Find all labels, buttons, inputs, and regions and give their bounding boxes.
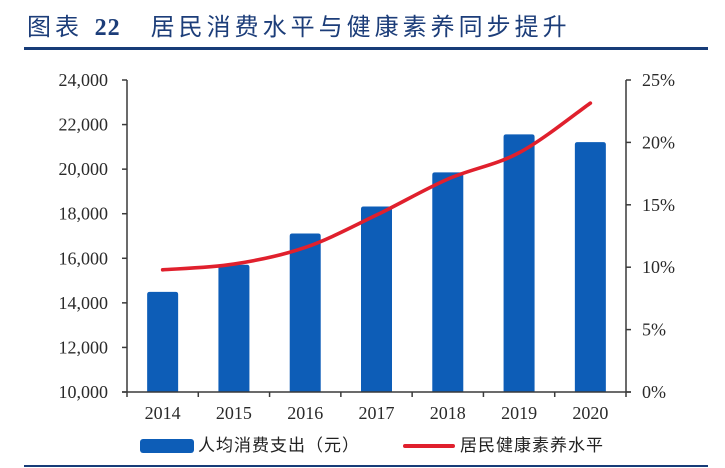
right-y-tick-label: 25% <box>642 70 675 90</box>
left-y-tick-label: 22,000 <box>59 115 109 135</box>
bar-2020 <box>574 142 606 392</box>
bar-2016 <box>289 233 321 392</box>
bar-2017 <box>361 206 392 392</box>
legend-line-swatch <box>403 444 455 448</box>
legend-label-consumption: 人均消费支出（元） <box>198 436 360 456</box>
right-y-tick-label: 15% <box>642 195 675 215</box>
x-tick-label: 2018 <box>430 403 466 423</box>
bottom-divider <box>24 465 708 467</box>
x-tick-label: 2017 <box>359 403 395 423</box>
x-tick-label: 2019 <box>501 403 537 423</box>
legend-item-consumption: 人均消费支出（元） <box>140 434 360 458</box>
chart-legend: 人均消费支出（元） 居民健康素养水平 <box>0 434 725 458</box>
bar-series <box>147 134 606 393</box>
legend-label-health-literacy: 居民健康素养水平 <box>460 436 604 456</box>
legend-item-health-literacy: 居民健康素养水平 <box>403 434 604 458</box>
health-literacy-line <box>160 101 593 272</box>
title-divider <box>24 47 708 50</box>
x-tick-label: 2015 <box>216 403 252 423</box>
figure-header: 图表 22 居民消费水平与健康素养同步提升 <box>27 11 571 43</box>
bar-2014 <box>147 291 179 392</box>
legend-bar-swatch <box>140 439 194 453</box>
right-y-tick-label: 0% <box>642 382 666 402</box>
x-tick-label: 2016 <box>287 403 323 423</box>
axes: 10,000 12,000 14,000 16,000 18,000 20,000 22,0… <box>59 70 676 423</box>
left-y-tick-label: 24,000 <box>59 70 109 90</box>
bar-2018 <box>432 172 464 392</box>
x-tick-label: 2014 <box>145 403 181 423</box>
left-y-tick-label: 14,000 <box>59 293 109 313</box>
left-y-tick-label: 20,000 <box>59 159 109 179</box>
figure-label-text: 图表 <box>27 12 83 41</box>
right-y-tick-label: 20% <box>642 132 675 152</box>
bar-2015 <box>218 264 250 392</box>
left-y-tick-label: 12,000 <box>59 337 109 357</box>
figure-title: 居民消费水平与健康素养同步提升 <box>150 13 571 41</box>
figure-label: 图表 22 <box>27 12 121 43</box>
left-y-tick-label: 10,000 <box>59 382 109 402</box>
bar-2019 <box>503 134 535 393</box>
right-y-tick-label: 10% <box>642 257 675 277</box>
left-y-tick-label: 16,000 <box>59 248 109 268</box>
right-y-tick-label: 5% <box>642 320 666 340</box>
figure-number: 22 <box>94 14 121 41</box>
left-y-tick-label: 18,000 <box>59 204 109 224</box>
x-tick-label: 2020 <box>572 403 608 423</box>
